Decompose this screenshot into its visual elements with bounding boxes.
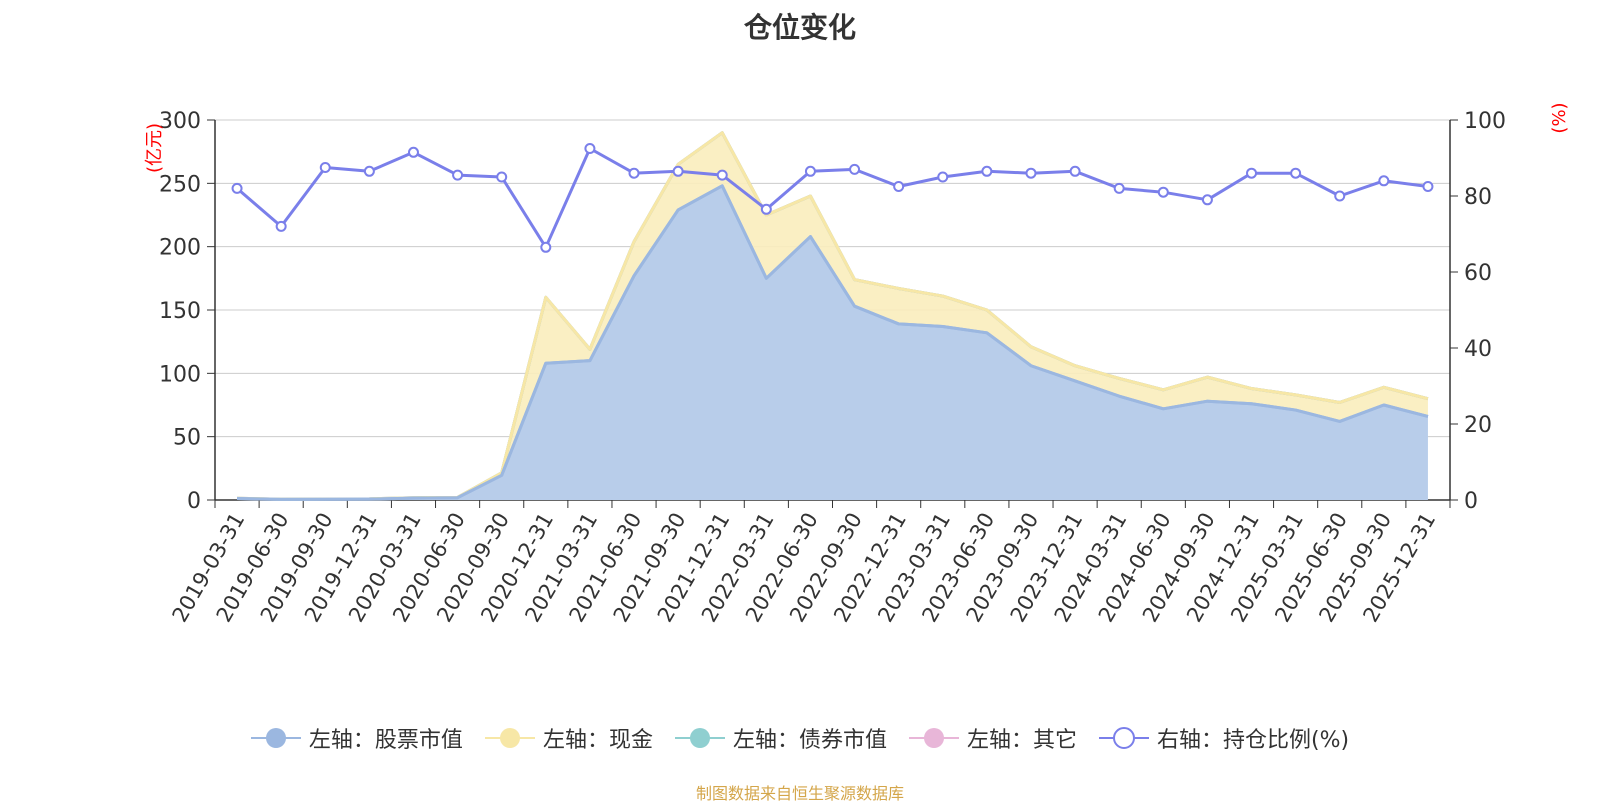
ratio-point <box>804 165 816 177</box>
right-tick-label: 40 <box>1464 337 1492 362</box>
right-tick-label: 20 <box>1464 413 1492 438</box>
ratio-point <box>1069 165 1081 177</box>
ratio-point <box>231 182 243 194</box>
left-tick-label: 0 <box>187 489 201 514</box>
right-tick-label: 100 <box>1464 109 1506 134</box>
legend-symbol-icon <box>674 728 725 748</box>
legend-label: 右轴：持仓比例(%) <box>1156 728 1350 753</box>
ratio-point <box>1378 175 1390 187</box>
ratio-point <box>1201 194 1213 206</box>
ratio-point <box>1334 190 1346 202</box>
area-stock <box>237 185 1428 500</box>
right-axis-unit: (%) <box>1549 102 1570 133</box>
ratio-point <box>1025 167 1037 179</box>
ratio-point <box>584 143 596 154</box>
chart-canvas: 050100150200250300020406080100(亿元)(%)201… <box>144 102 1570 626</box>
ratio-point <box>496 171 508 183</box>
ratio-point <box>1157 186 1169 198</box>
legend-symbol-icon <box>250 728 301 748</box>
ratio-point <box>1422 181 1434 192</box>
ratio-point <box>452 169 464 181</box>
legend-label: 左轴：其它 <box>966 728 1077 753</box>
ratio-point <box>363 165 375 177</box>
left-tick-label: 50 <box>173 426 201 451</box>
legend-item-cash[interactable]: 左轴：现金 <box>484 722 653 754</box>
legend-item-bond[interactable]: 左轴：债券市值 <box>674 722 887 754</box>
left-tick-label: 200 <box>159 236 201 261</box>
legend: 左轴：股票市值 左轴：现金 左轴：债券市值 左轴：其它 右轴：持仓比例(%) <box>0 722 1600 754</box>
legend-label: 左轴：现金 <box>542 728 653 753</box>
ratio-point <box>893 181 905 192</box>
ratio-point <box>981 165 993 177</box>
legend-symbol-icon <box>908 728 959 748</box>
ratio-point <box>760 203 772 215</box>
legend-item-other[interactable]: 左轴：其它 <box>908 722 1077 754</box>
legend-label: 左轴：股票市值 <box>308 728 463 753</box>
legend-item-stock[interactable]: 左轴：股票市值 <box>250 722 463 754</box>
ratio-point <box>716 169 728 181</box>
left-axis-unit: (亿元) <box>144 123 165 173</box>
left-tick-label: 250 <box>159 172 201 197</box>
ratio-point <box>275 220 287 232</box>
line-ratio <box>236 147 1429 249</box>
ratio-point <box>1113 182 1125 194</box>
right-tick-label: 80 <box>1464 185 1492 210</box>
chart-title: 仓位变化 <box>743 11 856 44</box>
ratio-point <box>1290 167 1302 179</box>
ratio-point <box>407 146 419 158</box>
ratio-point <box>540 241 552 253</box>
legend-symbol-icon <box>1098 727 1149 749</box>
right-tick-label: 0 <box>1464 489 1478 514</box>
left-tick-label: 100 <box>159 362 201 387</box>
legend-item-ratio[interactable]: 右轴：持仓比例(%) <box>1098 722 1350 754</box>
line-stock-top <box>237 184 1429 501</box>
ratio-point <box>628 167 640 179</box>
left-tick-label: 300 <box>159 109 201 134</box>
legend-label: 左轴：债券市值 <box>732 728 887 753</box>
ratio-point <box>672 165 684 177</box>
ratio-point <box>1246 167 1258 179</box>
source-note: 制图数据来自恒生聚源数据库 <box>695 784 904 803</box>
ratio-point <box>849 163 861 175</box>
right-tick-label: 60 <box>1464 261 1492 286</box>
left-tick-label: 150 <box>159 299 201 324</box>
ratio-point <box>319 162 331 173</box>
ratio-point <box>937 171 949 183</box>
legend-symbol-icon <box>484 728 535 748</box>
